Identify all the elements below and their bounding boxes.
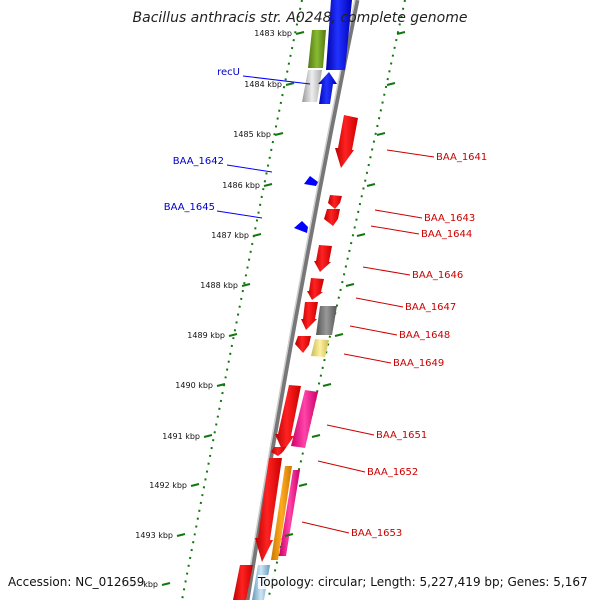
callout-line [355,297,404,308]
accession-text: Accession: NC_012659 [8,575,145,589]
inner-tick-mark [216,383,226,387]
gene-BAA_1641 [335,115,358,168]
outer-tick-mark [396,31,406,35]
gene-block-blue-top [326,0,352,70]
tick-label: 1485 kbp [233,130,271,139]
gene-BAA_1649-a [295,336,311,353]
genome-backbone [244,0,360,600]
gene-label: BAA_1651 [376,430,427,441]
gene-BAA_1649-b [311,339,329,357]
callout-line [386,149,435,158]
gene-label: BAA_1649 [393,358,444,369]
inner-tick-mark [285,82,295,86]
gene-label: BAA_1653 [351,528,402,539]
gene-BAA_1645 [294,221,308,233]
outer-tick-mark [345,283,355,287]
gene-label: BAA_1644 [421,229,472,240]
gene-BAA_1642 [304,176,318,186]
gene-BAA_1653-a [255,458,282,562]
genome-backbone-highlight [244,0,356,600]
callout-line [226,164,273,173]
tick-label: 1483 kbp [254,29,292,38]
gene-BAA_1648-a [301,302,318,330]
gene-BAA_1643 [328,195,342,209]
tick-label: 1487 kbp [211,231,249,240]
tick-label: 1492 kbp [149,481,187,490]
callout-line [362,266,411,276]
outer-tick-mark [356,233,366,237]
inner-tick-mark [274,132,284,136]
map-title: Bacillus anthracis str. A0248, complete … [132,10,468,26]
tick-label: 1488 kbp [200,281,238,290]
inner-tick-mark [161,582,171,586]
tick-label: 1493 kbp [135,531,173,540]
gene-BAA_1646 [314,245,332,272]
gene-BAA_1651-a [275,385,301,452]
callout-line [343,353,392,364]
outer-tick-mark [322,383,332,387]
gene-label: BAA_1646 [412,270,463,281]
tick-label: 1484 kbp [244,80,282,89]
callout-line [349,325,398,336]
gene-label: BAA_1652 [367,467,418,478]
outer-tick-mark [311,434,321,438]
tick-label: 1490 kbp [175,381,213,390]
gene-BAA_1651-b [291,390,318,448]
tick-label: 1491 kbp [162,432,200,441]
gene-label: BAA_1641 [436,152,487,163]
gene-BAA_1644 [324,209,340,226]
gene-block-bottom-red [233,565,253,600]
callout-line [370,225,420,235]
callout-line [301,521,350,534]
callout-line [216,210,263,219]
inner-tick-mark [295,31,305,35]
callout-line [242,75,311,85]
inner-tick-mark [203,434,213,438]
outer-tick-mark [386,82,396,86]
callout-line [317,460,366,473]
gene-label: BAA_1642 [173,156,224,167]
gene-BAA_1653-c [279,470,300,556]
inner-tick-mark [252,233,262,237]
tick-label: 1489 kbp [187,331,225,340]
inner-tick-mark [241,283,251,287]
gene-BAA_1653-b [271,466,292,560]
callout-line [326,424,375,436]
gene-BAA_1652 [271,447,286,456]
tick-label: 1486 kbp [222,181,260,190]
outer-tick-mark [298,483,308,487]
gene-recU [318,72,337,104]
inner-tick-mark [263,183,273,187]
gene-label: BAA_1643 [424,213,475,224]
inner-tick-mark [190,483,200,487]
genome-summary-text: Topology: circular; Length: 5,227,419 bp… [258,575,588,589]
outer-tick-mark [376,132,386,136]
gene-label: BAA_1645 [164,202,215,213]
gene-block-light [302,70,322,102]
callout-line [374,209,423,219]
inner-tick-mark [228,333,238,337]
outer-tick-mark [366,183,376,187]
outer-tick-mark [334,333,344,337]
gene-label: BAA_1648 [399,330,450,341]
gene-label: recU [217,67,240,78]
outer-tick-mark [284,533,294,537]
gene-block-green [308,30,326,68]
gene-label: BAA_1647 [405,302,456,313]
gene-BAA_1647 [307,278,324,300]
gene-BAA_1648-b [316,306,337,335]
inner-tick-mark [176,533,186,537]
